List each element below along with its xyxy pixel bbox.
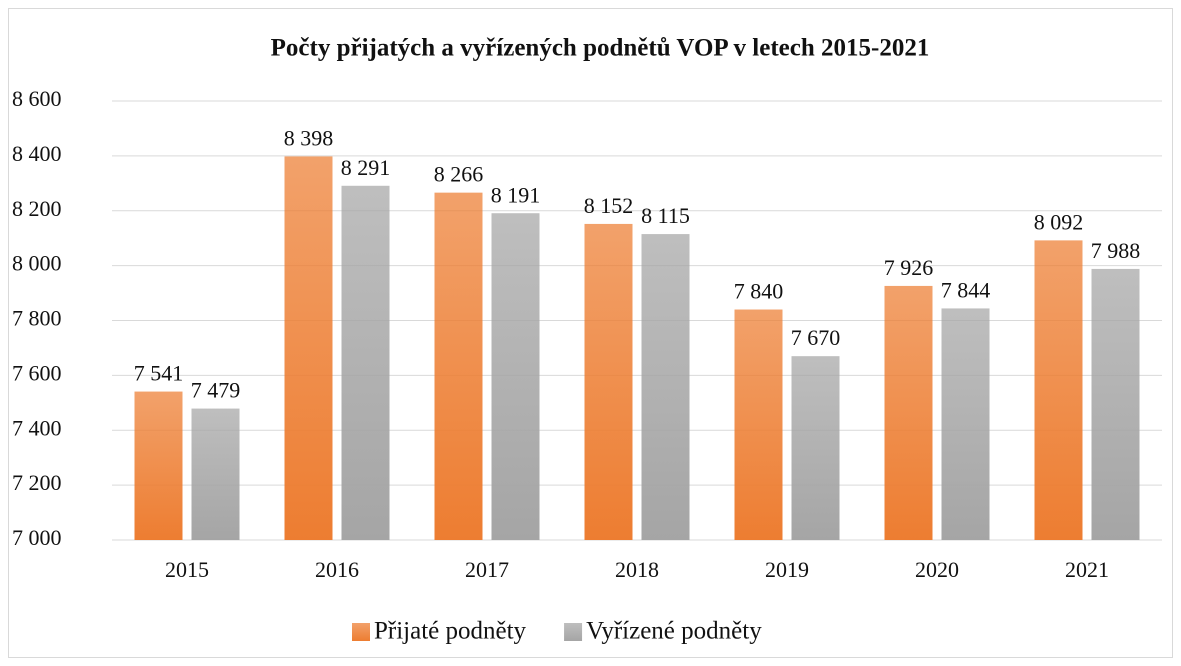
legend-label: Vyřízené podněty [586,618,762,645]
legend-swatch [564,623,583,641]
legend-swatch [352,623,370,641]
value-label: 7 479 [191,378,241,403]
bar [434,192,483,541]
y-tick-label: 8 600 [12,86,62,111]
y-tick-label: 7 200 [12,470,62,495]
x-tick-label: 2021 [1065,557,1109,582]
x-tick-label: 2017 [465,557,509,582]
x-tick-label: 2016 [315,557,359,582]
value-label: 8 152 [584,193,634,218]
bar [491,213,540,541]
value-label: 8 115 [641,203,690,228]
value-label: 7 541 [134,361,184,386]
bar [284,156,333,540]
y-tick-label: 8 200 [12,196,62,221]
value-label: 7 988 [1091,238,1141,263]
bar [641,234,690,540]
bar [1034,240,1083,540]
y-tick-label: 7 000 [12,525,62,550]
legend-label: Přijaté podněty [374,618,527,645]
value-label: 7 670 [791,325,841,350]
bar [791,356,840,540]
y-tick-label: 7 800 [12,306,62,331]
legend: Přijaté podněty Vyřízené podněty [352,618,762,645]
chart-title: Počty přijatých a vyřízených podnětů VOP… [271,35,930,62]
bar [584,223,633,541]
value-label: 8 266 [434,162,484,187]
y-tick-label: 7 400 [12,415,62,440]
value-label: 8 291 [341,155,391,180]
bar [1091,268,1140,540]
x-tick-label: 2015 [165,557,209,582]
bar [134,391,183,540]
value-label: 8 191 [491,182,541,207]
x-tick-label: 2018 [615,557,659,582]
x-tick-label: 2019 [765,557,809,582]
y-tick-label: 7 600 [12,360,62,385]
value-label: 8 092 [1034,209,1084,234]
y-tick-label: 8 400 [12,141,62,166]
bar [941,308,990,540]
value-label: 7 844 [941,277,991,302]
bar [191,408,240,540]
y-tick-label: 8 000 [12,251,62,276]
x-tick-label: 2020 [915,557,959,582]
value-label: 7 926 [884,255,934,280]
bar [734,309,783,540]
value-label: 7 840 [734,279,784,304]
bar [884,285,933,540]
value-label: 8 398 [284,125,334,150]
bar [341,185,390,541]
